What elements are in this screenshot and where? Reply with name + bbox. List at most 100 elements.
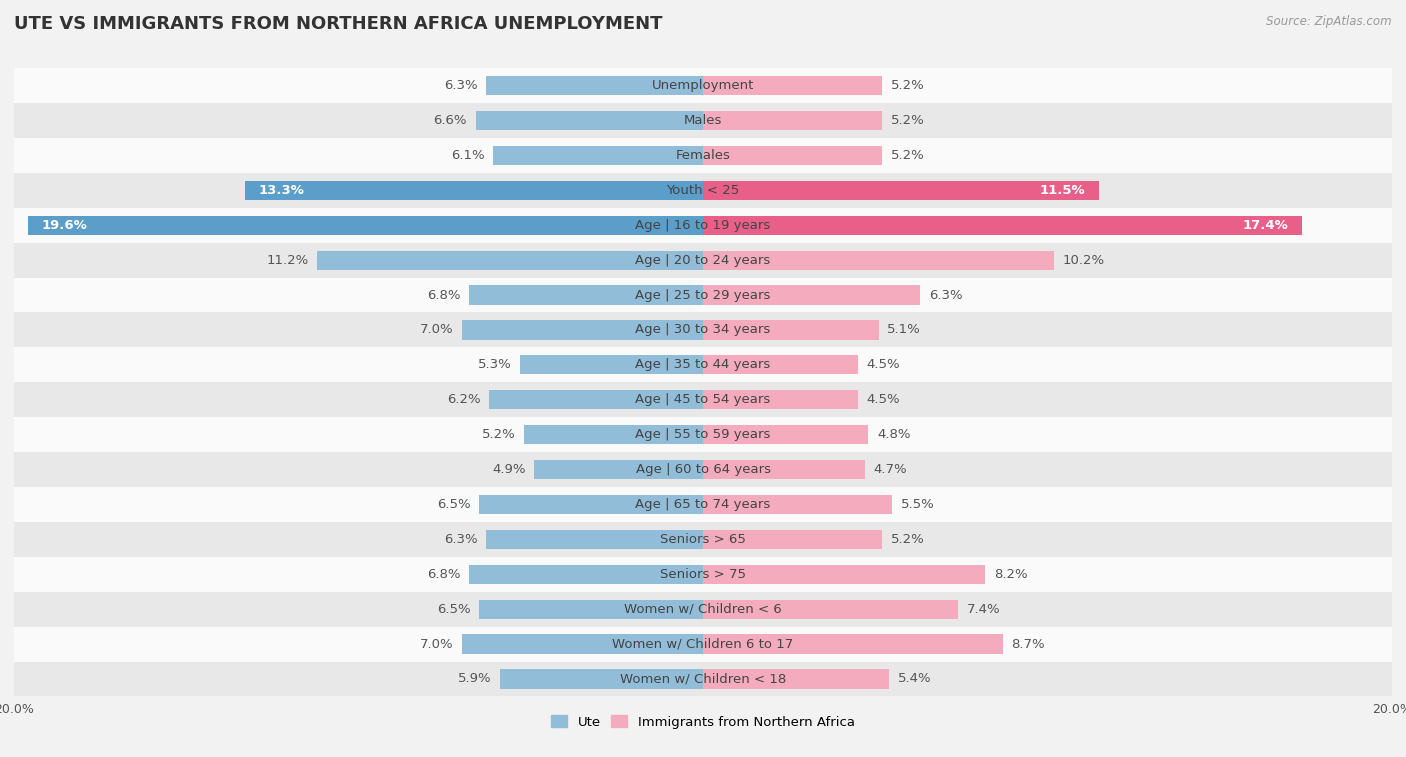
Bar (703, 669, 889, 689)
Text: Age | 16 to 19 years: Age | 16 to 19 years (636, 219, 770, 232)
Bar (14, 557, 1392, 592)
Bar (14, 313, 1392, 347)
Text: 5.2%: 5.2% (891, 149, 925, 162)
Text: 6.2%: 6.2% (447, 393, 481, 407)
Text: 13.3%: 13.3% (259, 184, 305, 197)
Text: 4.5%: 4.5% (866, 358, 900, 372)
Text: Age | 30 to 34 years: Age | 30 to 34 years (636, 323, 770, 336)
Bar (14, 522, 1392, 557)
Bar (703, 425, 869, 444)
Text: Age | 20 to 24 years: Age | 20 to 24 years (636, 254, 770, 266)
Bar (703, 530, 882, 549)
Bar (14, 487, 1392, 522)
Text: 6.3%: 6.3% (444, 79, 478, 92)
Text: 7.4%: 7.4% (966, 603, 1000, 615)
Text: 6.1%: 6.1% (451, 149, 484, 162)
Text: 5.2%: 5.2% (891, 114, 925, 127)
Bar (14, 278, 1392, 313)
Text: 17.4%: 17.4% (1243, 219, 1289, 232)
Bar (703, 460, 865, 479)
Bar (475, 111, 703, 130)
Text: 8.2%: 8.2% (994, 568, 1028, 581)
Text: Seniors > 65: Seniors > 65 (659, 533, 747, 546)
Text: 6.3%: 6.3% (444, 533, 478, 546)
Bar (318, 251, 703, 269)
Bar (468, 285, 703, 304)
Bar (14, 68, 1392, 103)
Bar (14, 173, 1392, 207)
Text: Males: Males (683, 114, 723, 127)
Text: Youth < 25: Youth < 25 (666, 184, 740, 197)
Text: 6.8%: 6.8% (426, 288, 460, 301)
Text: 4.9%: 4.9% (492, 463, 526, 476)
Bar (520, 355, 703, 375)
Bar (14, 452, 1392, 487)
Bar (703, 320, 879, 340)
Bar (703, 390, 858, 410)
Text: 8.7%: 8.7% (1011, 637, 1045, 650)
Text: Age | 25 to 29 years: Age | 25 to 29 years (636, 288, 770, 301)
Text: 5.4%: 5.4% (897, 672, 931, 686)
Bar (703, 76, 882, 95)
Text: 6.5%: 6.5% (437, 498, 471, 511)
Bar (703, 181, 1099, 200)
Legend: Ute, Immigrants from Northern Africa: Ute, Immigrants from Northern Africa (546, 710, 860, 734)
Text: Age | 60 to 64 years: Age | 60 to 64 years (636, 463, 770, 476)
Bar (14, 662, 1392, 696)
Bar (703, 111, 882, 130)
Text: 11.5%: 11.5% (1039, 184, 1085, 197)
Bar (524, 425, 703, 444)
Text: Females: Females (675, 149, 731, 162)
Text: Women w/ Children 6 to 17: Women w/ Children 6 to 17 (613, 637, 793, 650)
Bar (245, 181, 703, 200)
Text: 4.8%: 4.8% (877, 428, 911, 441)
Bar (14, 382, 1392, 417)
Text: 10.2%: 10.2% (1063, 254, 1105, 266)
Bar (14, 243, 1392, 278)
Bar (14, 103, 1392, 138)
Text: 5.3%: 5.3% (478, 358, 512, 372)
Text: 5.1%: 5.1% (887, 323, 921, 336)
Text: Age | 55 to 59 years: Age | 55 to 59 years (636, 428, 770, 441)
Bar (494, 146, 703, 165)
Text: 4.5%: 4.5% (866, 393, 900, 407)
Text: 5.2%: 5.2% (891, 533, 925, 546)
Bar (486, 530, 703, 549)
Bar (14, 207, 1392, 243)
Text: Age | 35 to 44 years: Age | 35 to 44 years (636, 358, 770, 372)
Bar (14, 138, 1392, 173)
Bar (479, 600, 703, 618)
Bar (479, 495, 703, 514)
Text: 7.0%: 7.0% (419, 323, 453, 336)
Text: 6.5%: 6.5% (437, 603, 471, 615)
Bar (703, 285, 920, 304)
Bar (703, 634, 1002, 654)
Bar (14, 592, 1392, 627)
Text: Women w/ Children < 18: Women w/ Children < 18 (620, 672, 786, 686)
Bar (489, 390, 703, 410)
Bar (703, 355, 858, 375)
Bar (28, 216, 703, 235)
Bar (14, 417, 1392, 452)
Text: Source: ZipAtlas.com: Source: ZipAtlas.com (1267, 15, 1392, 28)
Bar (499, 669, 703, 689)
Text: Women w/ Children < 6: Women w/ Children < 6 (624, 603, 782, 615)
Text: 5.9%: 5.9% (457, 672, 491, 686)
Text: 7.0%: 7.0% (419, 637, 453, 650)
Text: 6.8%: 6.8% (426, 568, 460, 581)
Text: Age | 65 to 74 years: Age | 65 to 74 years (636, 498, 770, 511)
Text: 6.6%: 6.6% (433, 114, 467, 127)
Bar (14, 347, 1392, 382)
Bar (703, 565, 986, 584)
Text: Unemployment: Unemployment (652, 79, 754, 92)
Bar (703, 600, 957, 618)
Bar (461, 634, 703, 654)
Text: UTE VS IMMIGRANTS FROM NORTHERN AFRICA UNEMPLOYMENT: UTE VS IMMIGRANTS FROM NORTHERN AFRICA U… (14, 15, 662, 33)
Text: 6.3%: 6.3% (928, 288, 962, 301)
Text: Age | 45 to 54 years: Age | 45 to 54 years (636, 393, 770, 407)
Text: 5.2%: 5.2% (481, 428, 515, 441)
Bar (703, 495, 893, 514)
Bar (461, 320, 703, 340)
Text: 11.2%: 11.2% (266, 254, 308, 266)
Bar (486, 76, 703, 95)
